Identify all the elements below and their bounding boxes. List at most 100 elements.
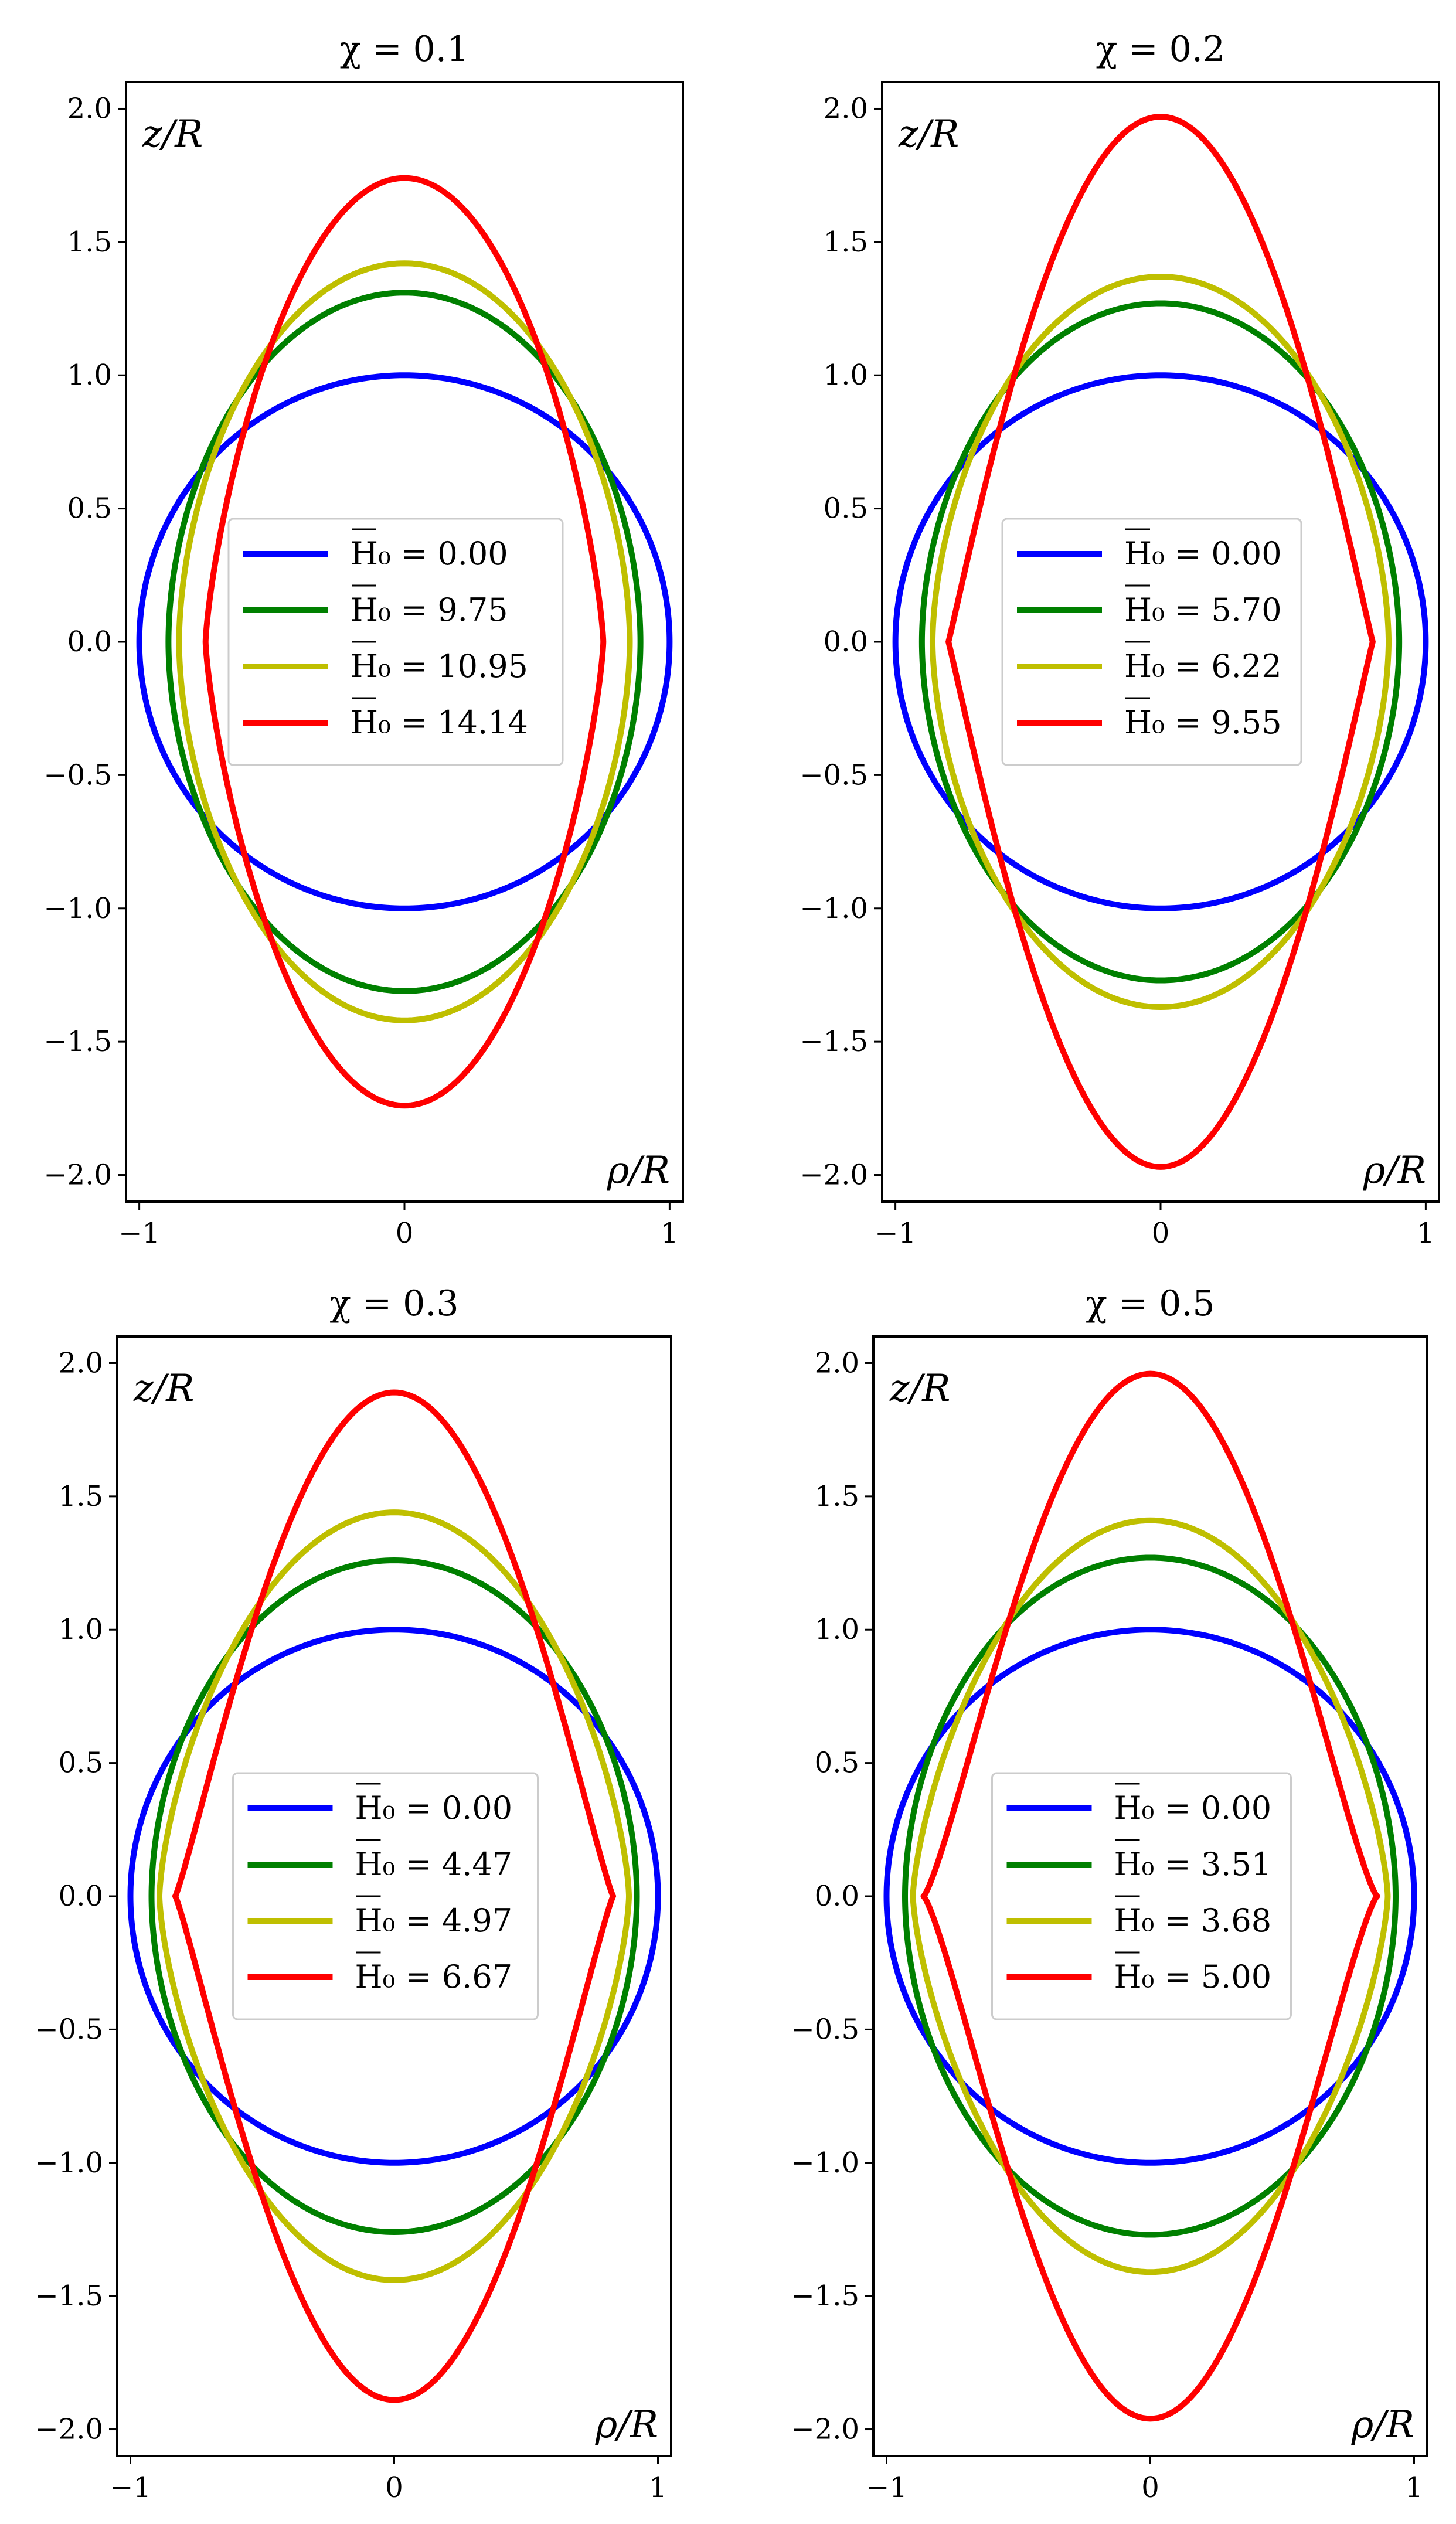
y-tick-label: 2.0: [815, 1346, 859, 1379]
legend-label-4: H₀ = 6.67: [355, 1958, 513, 1995]
y-tick-label: −0.5: [43, 758, 112, 791]
y-tick-label: 0.0: [67, 625, 112, 658]
y-tick-label: −0.5: [791, 2013, 859, 2046]
x-tick-label: −1: [110, 2471, 151, 2504]
chart-panel-4: 2.0 1.5 1.0 0.5 0.0 −0.5 −1.0 −1.5 −2.0−1 0 1 χ = 0…: [791, 1283, 1428, 2504]
series-line-3: [176, 260, 633, 1023]
y-tick-label: −2.0: [800, 1159, 868, 1192]
legend-label-4: H₀ = 14.14: [351, 704, 528, 741]
x-axis-label: ρ/R: [595, 2403, 658, 2447]
series-group: [136, 175, 673, 1109]
series-group: [127, 1389, 661, 2403]
series-line-2: [148, 1557, 640, 2235]
y-tick-label: −2.0: [43, 1159, 112, 1192]
series-group: [892, 114, 1429, 1170]
legend: H₀ = 0.00 H₀ = 5.70 H₀ = 6.22 H₀ = 9.55: [1001, 518, 1302, 766]
legend-label-1: H₀ = 0.00: [355, 1790, 513, 1826]
series-line-2: [165, 290, 644, 994]
series-line-4: [945, 114, 1376, 1170]
series-line-1: [892, 372, 1429, 911]
y-axis-label: z/R: [898, 113, 959, 156]
y-tick-label: 1.5: [815, 1480, 859, 1513]
y-tick-label: −0.5: [800, 758, 868, 791]
y-axis-label: z/R: [142, 113, 203, 156]
chart-panel-3: 2.0 1.5 1.0 0.5 0.0 −0.5 −1.0 −1.5 −2.0−1 0 1 χ = 0…: [35, 1283, 672, 2504]
y-tick-label: −1.5: [43, 1025, 112, 1058]
legend-label-4: H₀ = 5.00: [1114, 1958, 1272, 1995]
legend-label-1: H₀ = 0.00: [351, 535, 508, 572]
legend-label-1: H₀ = 0.00: [1124, 535, 1282, 572]
y-tick-label: −1.5: [35, 2280, 103, 2312]
legend: H₀ = 0.00 H₀ = 3.51 H₀ = 3.68 H₀ = 5.00: [991, 1772, 1292, 2020]
y-tick-label: −1.5: [800, 1025, 868, 1058]
x-tick-label: 0: [1152, 1217, 1170, 1250]
legend-label-2: H₀ = 4.47: [355, 1846, 513, 1883]
y-tick-label: 0.0: [824, 625, 868, 658]
y-tick-label: 0.0: [815, 1880, 859, 1913]
legend: H₀ = 0.00 H₀ = 9.75 H₀ = 10.95 H₀ = 14.14: [227, 518, 564, 766]
x-axis-label: ρ/R: [1351, 2403, 1414, 2447]
legend: H₀ = 0.00 H₀ = 4.47 H₀ = 4.97 H₀ = 6.67: [232, 1772, 539, 2020]
y-tick-label: 0.0: [59, 1880, 103, 1913]
y-tick-label: 1.0: [824, 359, 868, 392]
series-line-4: [172, 1389, 616, 2403]
series-line-3: [910, 1517, 1391, 2275]
x-axis-label: ρ/R: [1363, 1149, 1426, 1192]
chart-panel-2: 2.0 1.5 1.0 0.5 0.0 −0.5 −1.0 −1.5 −2.0−1 0 1 χ = 0…: [800, 29, 1440, 1250]
y-axis-label: z/R: [133, 1367, 194, 1410]
series-line-4: [920, 1370, 1380, 2422]
y-tick-label: 0.5: [59, 1747, 103, 1780]
y-tick-label: 1.0: [815, 1613, 859, 1646]
y-tick-label: 2.0: [67, 92, 112, 125]
x-tick-label: 1: [1417, 1217, 1435, 1250]
series-line-3: [157, 1509, 632, 2283]
series-line-1: [127, 1627, 661, 2166]
y-tick-label: −1.0: [791, 2147, 859, 2179]
legend-box: [991, 1772, 1292, 2020]
legend-label-3: H₀ = 10.95: [351, 648, 528, 685]
legend-box: [1001, 518, 1302, 766]
y-tick-label: −1.0: [43, 892, 112, 925]
y-tick-label: −2.0: [35, 2413, 103, 2446]
y-tick-label: 2.0: [59, 1346, 103, 1379]
x-tick-label: 0: [385, 2471, 403, 2504]
chart-panel-1: 2.0 1.5 1.0 0.5 0.0 −0.5 −1.0 −1.5 −2.0−1 0 1 χ = 0…: [43, 29, 684, 1250]
y-tick-label: 0.5: [67, 492, 112, 525]
y-tick-label: −1.0: [35, 2147, 103, 2179]
y-tick-label: 1.5: [67, 226, 112, 258]
legend-label-3: H₀ = 3.68: [1114, 1902, 1272, 1939]
series-line-1: [136, 372, 673, 911]
y-tick-label: −2.0: [791, 2413, 859, 2446]
legend-label-2: H₀ = 3.51: [1114, 1846, 1272, 1883]
chart-title: χ = 0.3: [329, 1283, 458, 1324]
legend-label-3: H₀ = 6.22: [1124, 648, 1282, 685]
y-axis-label: z/R: [889, 1367, 950, 1410]
y-tick-label: −1.5: [791, 2280, 859, 2312]
y-tick-label: −0.5: [35, 2013, 103, 2046]
series-line-3: [929, 273, 1392, 1011]
y-tick-label: 1.5: [59, 1480, 103, 1513]
legend-box: [232, 1772, 539, 2020]
y-tick-label: 2.0: [824, 92, 868, 125]
series-line-4: [202, 175, 607, 1109]
y-tick-label: 1.0: [67, 359, 112, 392]
series-line-1: [883, 1627, 1417, 2166]
y-tick-label: 0.5: [824, 492, 868, 525]
x-tick-label: −1: [118, 1217, 160, 1250]
x-tick-label: −1: [875, 1217, 916, 1250]
legend-label-3: H₀ = 4.97: [355, 1902, 513, 1939]
legend-label-2: H₀ = 5.70: [1124, 591, 1282, 628]
x-tick-label: 0: [396, 1217, 414, 1250]
chart-title: χ = 0.1: [340, 29, 469, 70]
legend-label-2: H₀ = 9.75: [351, 591, 508, 628]
x-tick-label: −1: [866, 2471, 907, 2504]
legend-label-4: H₀ = 9.55: [1124, 704, 1282, 741]
x-tick-label: 1: [649, 2471, 667, 2504]
x-tick-label: 1: [661, 1217, 679, 1250]
legend-label-1: H₀ = 0.00: [1114, 1790, 1272, 1826]
x-axis-label: ρ/R: [607, 1149, 670, 1192]
series-line-2: [918, 300, 1403, 984]
series-line-2: [902, 1554, 1399, 2238]
y-tick-label: 1.5: [824, 226, 868, 258]
